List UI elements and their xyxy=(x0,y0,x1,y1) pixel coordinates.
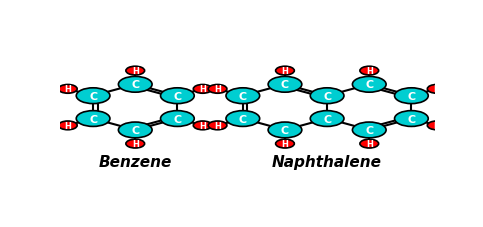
Circle shape xyxy=(310,111,344,127)
Text: H: H xyxy=(282,140,288,148)
Text: H: H xyxy=(132,67,139,76)
Text: C: C xyxy=(365,80,373,90)
Circle shape xyxy=(353,77,386,93)
Text: C: C xyxy=(131,80,139,90)
Circle shape xyxy=(353,123,386,138)
Circle shape xyxy=(427,121,446,130)
Circle shape xyxy=(193,121,212,130)
Circle shape xyxy=(160,88,194,104)
Circle shape xyxy=(360,140,379,148)
Text: C: C xyxy=(239,114,247,124)
Circle shape xyxy=(360,67,379,76)
Text: H: H xyxy=(214,121,221,130)
Circle shape xyxy=(118,123,152,138)
Text: H: H xyxy=(433,85,440,94)
Text: C: C xyxy=(173,91,182,101)
Circle shape xyxy=(208,121,227,130)
Circle shape xyxy=(310,88,344,104)
Text: Naphthalene: Naphthalene xyxy=(272,154,382,169)
Text: H: H xyxy=(214,85,221,94)
Circle shape xyxy=(268,123,302,138)
Circle shape xyxy=(193,85,212,94)
Text: H: H xyxy=(433,121,440,130)
Text: C: C xyxy=(281,125,289,135)
Circle shape xyxy=(395,111,428,127)
Circle shape xyxy=(268,77,302,93)
Circle shape xyxy=(76,88,110,104)
Text: C: C xyxy=(407,91,415,101)
Text: H: H xyxy=(199,85,206,94)
Circle shape xyxy=(208,85,227,94)
Text: C: C xyxy=(323,91,331,101)
Circle shape xyxy=(58,121,77,130)
Text: H: H xyxy=(199,121,206,130)
Text: H: H xyxy=(282,67,288,76)
Circle shape xyxy=(58,85,77,94)
Circle shape xyxy=(76,111,110,127)
Text: Benzene: Benzene xyxy=(99,154,172,169)
Text: C: C xyxy=(89,114,97,124)
Text: C: C xyxy=(173,114,182,124)
Text: H: H xyxy=(64,85,71,94)
Circle shape xyxy=(226,88,260,104)
Text: H: H xyxy=(366,140,373,148)
Circle shape xyxy=(395,88,428,104)
Text: C: C xyxy=(407,114,415,124)
Circle shape xyxy=(118,77,152,93)
Circle shape xyxy=(126,67,144,76)
Circle shape xyxy=(226,111,260,127)
Circle shape xyxy=(160,111,194,127)
Circle shape xyxy=(126,140,144,148)
Text: H: H xyxy=(132,140,139,148)
Circle shape xyxy=(427,85,446,94)
Text: C: C xyxy=(131,125,139,135)
Text: H: H xyxy=(64,121,71,130)
Text: C: C xyxy=(281,80,289,90)
Text: C: C xyxy=(239,91,247,101)
Circle shape xyxy=(276,140,294,148)
Text: C: C xyxy=(365,125,373,135)
Text: C: C xyxy=(89,91,97,101)
Text: H: H xyxy=(366,67,373,76)
Text: C: C xyxy=(323,114,331,124)
Circle shape xyxy=(276,67,294,76)
